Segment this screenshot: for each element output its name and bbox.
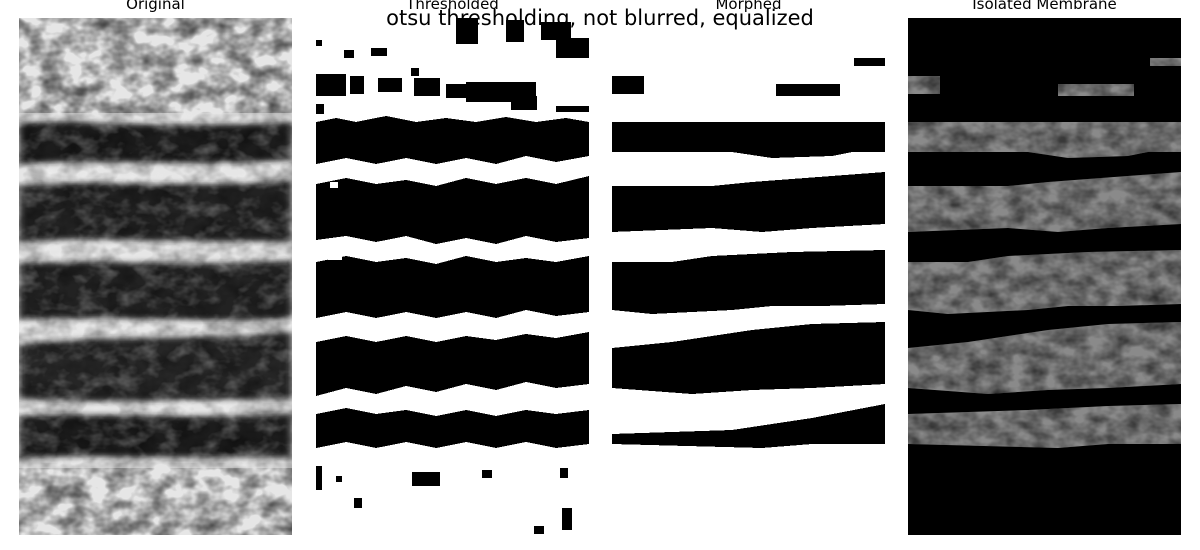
morphed-image <box>612 18 885 535</box>
thresholded-image <box>316 18 589 535</box>
figure-suptitle: otsu thresholding, not blurred, equalize… <box>386 6 814 30</box>
panel-title-morphed: Morphed <box>715 0 782 13</box>
panel-title-original: Original <box>126 0 185 13</box>
panel-title-isolated-membrane: Isolated Membrane <box>972 0 1117 13</box>
isolated-membrane-image <box>908 18 1181 535</box>
panel-title-thresholded: Thresholded <box>406 0 499 13</box>
original-image <box>19 18 292 535</box>
